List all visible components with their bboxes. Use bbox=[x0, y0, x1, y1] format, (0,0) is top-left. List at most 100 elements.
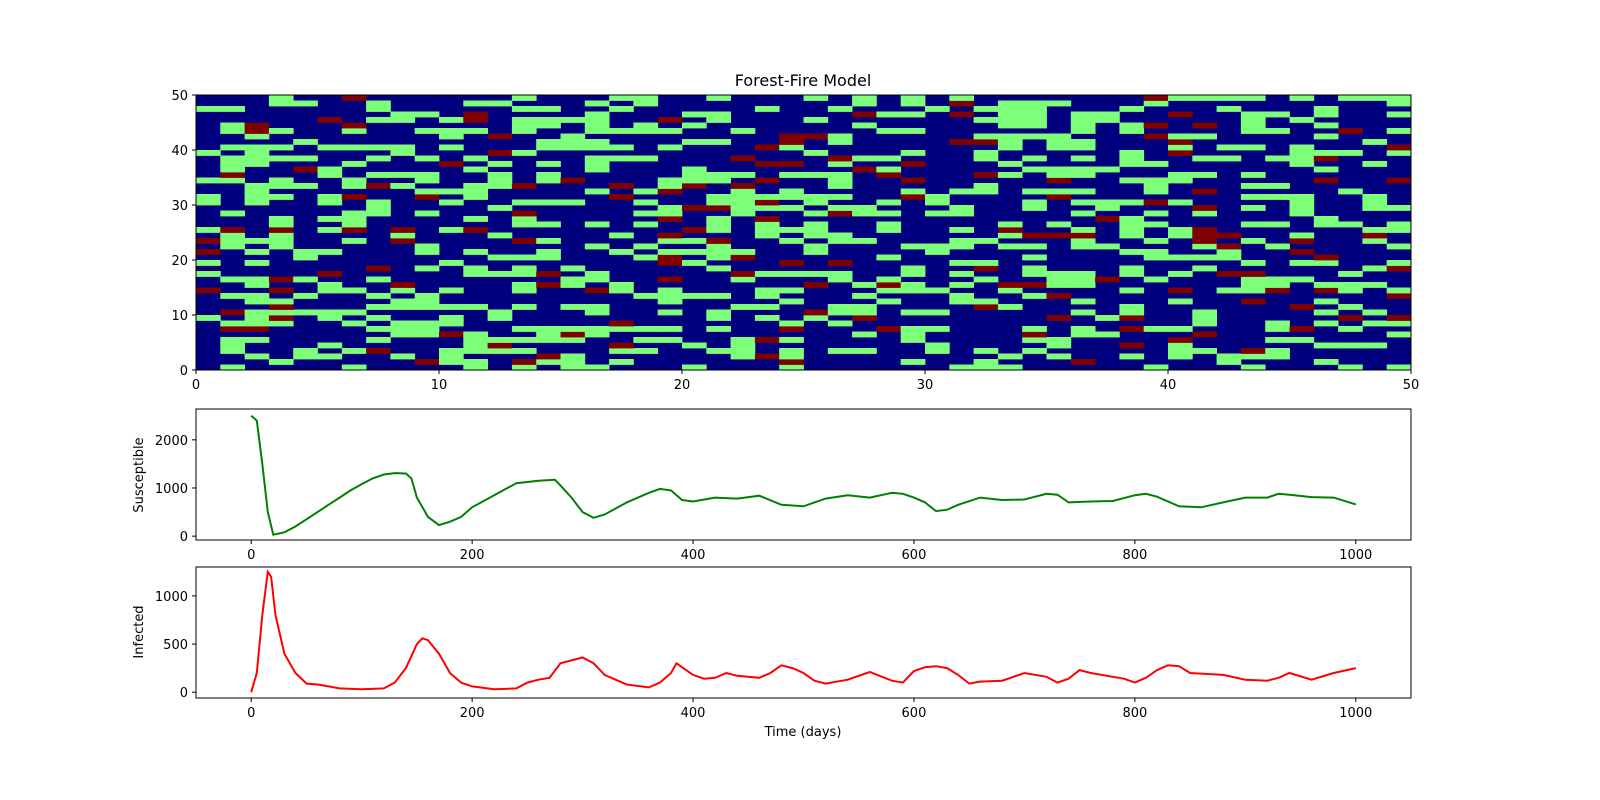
infected-xlabel: Time (days) bbox=[764, 725, 842, 740]
heatmap-cell-tree bbox=[584, 188, 610, 195]
heatmap-cell-tree bbox=[779, 205, 804, 211]
heatmap-cell-burning bbox=[852, 166, 877, 173]
heatmap-cell-tree bbox=[609, 348, 634, 354]
heatmap-cell-tree bbox=[1070, 238, 1096, 244]
heatmap-cell-tree bbox=[1046, 133, 1072, 140]
heatmap-cell-burning bbox=[341, 122, 367, 129]
heatmap-cell-burning bbox=[1386, 293, 1412, 299]
heatmap-cell-tree bbox=[220, 348, 245, 354]
heatmap-cell-tree bbox=[1022, 293, 1047, 299]
heatmap-cell-tree bbox=[487, 254, 513, 261]
heatmap-cell-tree bbox=[366, 205, 391, 211]
heatmap-cell-tree bbox=[633, 210, 659, 217]
heatmap-cell-tree bbox=[244, 353, 270, 360]
heatmap-cell-tree bbox=[706, 221, 731, 228]
heatmap-cell-burning bbox=[1070, 232, 1096, 239]
heatmap-cell-tree bbox=[268, 144, 294, 151]
heatmap-cell-tree bbox=[900, 331, 926, 338]
heatmap-cell-tree bbox=[1216, 249, 1242, 255]
heatmap-cell-burning bbox=[1046, 177, 1072, 184]
heatmap-cell-tree bbox=[609, 144, 634, 151]
heatmap-cell-tree bbox=[900, 359, 926, 365]
heatmap-cell-tree bbox=[341, 221, 367, 228]
heatmap-cell-tree bbox=[1313, 150, 1339, 156]
heatmap-cell-tree bbox=[560, 265, 586, 272]
susceptible-frame bbox=[195, 408, 1412, 541]
heatmap-cell-tree bbox=[366, 106, 391, 112]
heatmap-cell-tree bbox=[754, 205, 780, 211]
heatmap-cell-tree bbox=[1046, 282, 1072, 288]
heatmap-cell-tree bbox=[657, 293, 683, 299]
infected-ticks: 0 200 400 600 800 1000 0 500 1000 bbox=[155, 590, 1372, 721]
heatmap-cell-tree bbox=[706, 95, 731, 101]
heatmap-cell-tree bbox=[1022, 337, 1047, 343]
heatmap-cell-burning bbox=[317, 271, 343, 277]
heatmap-cell-tree bbox=[973, 133, 999, 140]
heatmap-cell-tree bbox=[1265, 243, 1290, 250]
heatmap-cell-tree bbox=[682, 122, 707, 129]
heatmap-cell-tree bbox=[1022, 122, 1047, 129]
heatmap-cell-tree bbox=[730, 348, 756, 354]
heatmap-cell-tree bbox=[560, 353, 586, 360]
heatmap-cell-tree bbox=[925, 194, 950, 200]
heatmap-cell-tree bbox=[1362, 139, 1388, 145]
heatmap-cell-burning bbox=[754, 199, 780, 206]
heatmap-cell-tree bbox=[1265, 111, 1290, 118]
heatmap-cell-tree bbox=[220, 161, 245, 167]
heatmap-cell-tree bbox=[220, 128, 245, 134]
heatmap-cell-tree bbox=[706, 194, 731, 200]
heatmap-cell-tree bbox=[244, 298, 270, 305]
heatmap-cell-tree bbox=[463, 194, 488, 200]
heatmap-cell-tree bbox=[511, 304, 537, 310]
heatmap-cell-tree bbox=[1119, 199, 1145, 206]
heatmap-cell-tree bbox=[1119, 216, 1145, 222]
heatmap-cell-tree bbox=[754, 106, 780, 112]
heatmap-cell-burning bbox=[682, 183, 707, 189]
heatmap-cell-tree bbox=[390, 232, 416, 239]
heatmap-cell-tree bbox=[827, 320, 853, 327]
heatmap-cell-tree bbox=[487, 205, 513, 211]
heatmap-cell-tree bbox=[1022, 326, 1047, 332]
heatmap-cell-burning bbox=[706, 238, 731, 244]
heatmap-cell-tree bbox=[730, 199, 756, 206]
heatmap-cell-tree bbox=[1265, 183, 1290, 189]
heatmap-cell-burning bbox=[560, 331, 586, 338]
heatmap-cell-tree bbox=[196, 199, 221, 206]
heatmap-cell-tree bbox=[317, 315, 343, 321]
susceptible-ticks: 0 200 400 600 800 1000 0 1000 2000 bbox=[155, 434, 1372, 563]
susceptible-xtick-label: 200 bbox=[460, 548, 485, 563]
heatmap-cell-tree bbox=[220, 276, 245, 283]
heatmap-cell-tree bbox=[1168, 232, 1193, 239]
heatmap-cell-tree bbox=[997, 106, 1023, 112]
heatmap-cell-tree bbox=[925, 348, 950, 354]
heatmap-cell-tree bbox=[268, 221, 294, 228]
heatmap-cell-tree bbox=[1046, 100, 1072, 107]
heatmap-cell-tree bbox=[1119, 271, 1145, 277]
heatmap-cell-tree bbox=[1070, 128, 1096, 134]
heatmap-cell-tree bbox=[1240, 287, 1266, 294]
heatmap-cell-tree bbox=[1289, 205, 1315, 211]
heatmap-cell-tree bbox=[730, 194, 756, 200]
heatmap-cell-tree bbox=[1265, 337, 1290, 343]
heatmap-cell-burning bbox=[1192, 331, 1217, 338]
heatmap-cell-tree bbox=[536, 139, 561, 145]
heatmap-cells bbox=[196, 95, 1412, 371]
heatmap-cell-burning bbox=[730, 271, 756, 277]
heatmap-cell-tree bbox=[1240, 144, 1266, 151]
heatmap-cell-tree bbox=[584, 155, 610, 162]
heatmap-cell-tree bbox=[414, 304, 440, 310]
heatmap-cell-tree bbox=[1022, 205, 1047, 211]
heatmap-cell-burning bbox=[1386, 265, 1412, 272]
heatmap-cell-tree bbox=[1386, 243, 1412, 250]
heatmap-cell-burning bbox=[268, 287, 294, 294]
heatmap-cell-tree bbox=[706, 139, 731, 145]
heatmap-frame bbox=[195, 94, 1412, 371]
heatmap-cell-tree bbox=[268, 177, 294, 184]
heatmap-cell-tree bbox=[268, 309, 294, 316]
heatmap-cell-burning bbox=[1216, 232, 1242, 239]
heatmap-cell-tree bbox=[584, 139, 610, 145]
heatmap-cell-tree bbox=[1119, 304, 1145, 310]
heatmap-cell-tree bbox=[1362, 194, 1388, 200]
heatmap-cell-tree bbox=[925, 243, 950, 250]
heatmap-cell-burning bbox=[876, 326, 902, 332]
